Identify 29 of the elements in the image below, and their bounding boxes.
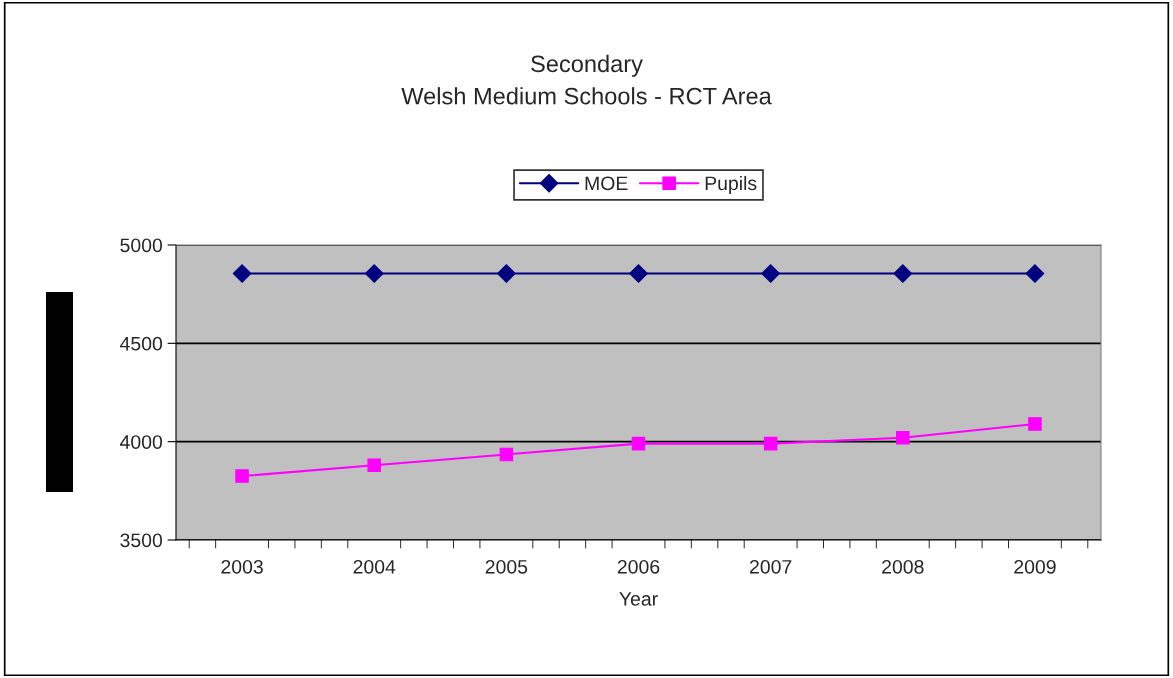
point <box>631 436 646 451</box>
x-tick-label: 2003 <box>221 559 263 574</box>
legend-label: Pupils <box>705 175 757 195</box>
y-tick-label: 4000 <box>120 435 163 449</box>
y-tick-label: 3500 <box>120 533 163 548</box>
x-tick-label: 2009 <box>1014 559 1056 574</box>
point <box>629 264 648 283</box>
point <box>763 436 778 451</box>
x-tick-label: 2006 <box>617 559 660 574</box>
point <box>893 264 913 283</box>
x-tick-label: 2008 <box>882 559 924 574</box>
y-tick-label: 5000 <box>120 238 163 253</box>
x-tick-label: 2004 <box>353 559 396 574</box>
x-tick-label: 2005 <box>485 559 528 574</box>
point <box>761 264 780 283</box>
point <box>497 264 516 283</box>
point <box>1028 417 1042 431</box>
y-tick-label: 4500 <box>120 336 163 351</box>
x-axis-title: Year <box>619 592 658 606</box>
point <box>499 447 514 462</box>
point <box>896 430 910 445</box>
point <box>364 264 384 283</box>
point <box>232 264 252 283</box>
legend-label: MOE <box>585 176 628 191</box>
point <box>1025 264 1045 283</box>
point <box>367 458 381 473</box>
x-tick-label: 2007 <box>750 559 792 574</box>
point <box>235 469 249 483</box>
chart-title: Secondary Welsh Medium Schools - RCT Area <box>401 54 772 105</box>
